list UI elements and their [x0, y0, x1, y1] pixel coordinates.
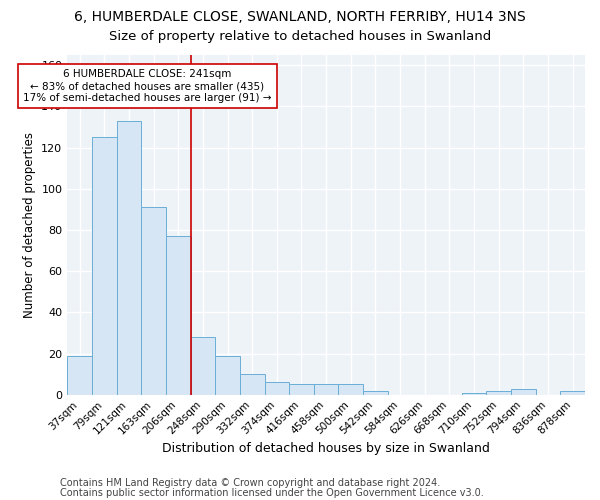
- Text: 6 HUMBERDALE CLOSE: 241sqm
← 83% of detached houses are smaller (435)
17% of sem: 6 HUMBERDALE CLOSE: 241sqm ← 83% of deta…: [23, 70, 272, 102]
- Text: Contains public sector information licensed under the Open Government Licence v3: Contains public sector information licen…: [60, 488, 484, 498]
- Bar: [314, 384, 338, 394]
- Bar: [462, 392, 487, 394]
- X-axis label: Distribution of detached houses by size in Swanland: Distribution of detached houses by size …: [162, 442, 490, 455]
- Bar: [511, 388, 536, 394]
- Bar: [92, 138, 116, 394]
- Y-axis label: Number of detached properties: Number of detached properties: [23, 132, 36, 318]
- Text: 6, HUMBERDALE CLOSE, SWANLAND, NORTH FERRIBY, HU14 3NS: 6, HUMBERDALE CLOSE, SWANLAND, NORTH FER…: [74, 10, 526, 24]
- Bar: [265, 382, 289, 394]
- Bar: [560, 390, 585, 394]
- Bar: [487, 390, 511, 394]
- Bar: [215, 356, 240, 395]
- Text: Size of property relative to detached houses in Swanland: Size of property relative to detached ho…: [109, 30, 491, 43]
- Bar: [141, 208, 166, 394]
- Bar: [363, 390, 388, 394]
- Bar: [240, 374, 265, 394]
- Bar: [191, 337, 215, 394]
- Bar: [289, 384, 314, 394]
- Bar: [116, 121, 141, 394]
- Bar: [338, 384, 363, 394]
- Text: Contains HM Land Registry data © Crown copyright and database right 2024.: Contains HM Land Registry data © Crown c…: [60, 478, 440, 488]
- Bar: [166, 236, 191, 394]
- Bar: [67, 356, 92, 395]
